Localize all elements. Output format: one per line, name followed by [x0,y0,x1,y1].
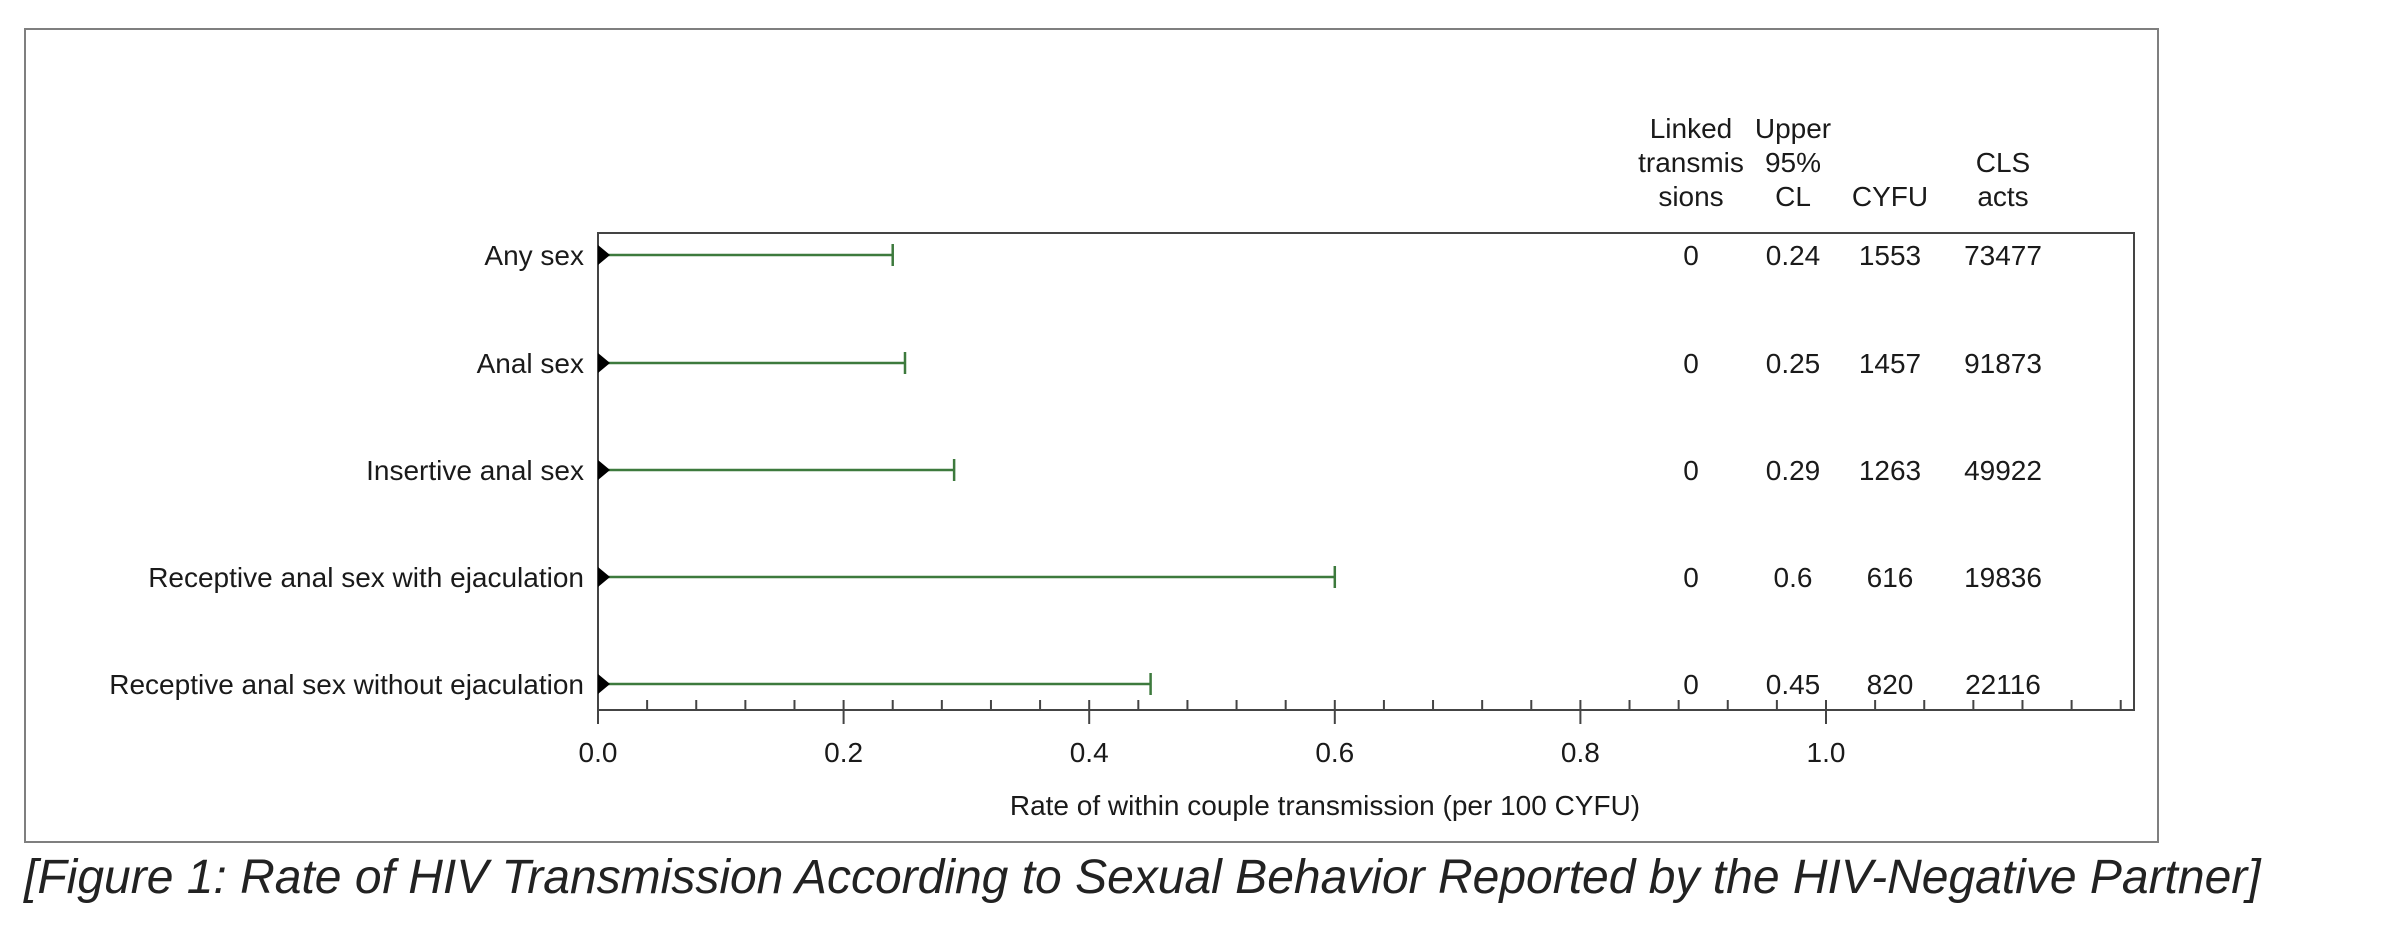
point-estimate-marker [598,353,610,373]
point-estimate-marker [598,460,610,480]
cell-upper-95-cl: 0.25 [1766,348,1821,379]
row-label: Any sex [484,240,584,271]
cell-cls-acts: 49922 [1964,455,2042,486]
table-header-cls: acts [1977,181,2028,212]
cell-upper-95-cl: 0.6 [1774,562,1813,593]
cell-linked-transmissions: 0 [1683,348,1699,379]
x-tick-label: 1.0 [1807,737,1846,768]
figure-frame [24,28,2159,843]
cell-cls-acts: 22116 [1965,669,2041,700]
cell-cyfu: 820 [1867,669,1914,700]
row-label: Receptive anal sex without ejaculation [109,669,584,700]
table-header-upper: Upper [1755,113,1831,144]
cell-cyfu: 1457 [1859,348,1921,379]
x-axis-label: Rate of within couple transmission (per … [1010,790,1640,821]
cell-cyfu: 1263 [1859,455,1921,486]
x-tick-label: 0.6 [1315,737,1354,768]
row-label: Anal sex [477,348,584,379]
x-tick-label: 0.4 [1070,737,1109,768]
cell-cls-acts: 91873 [1964,348,2042,379]
cell-upper-95-cl: 0.45 [1766,669,1821,700]
table-header-linked: Linked [1650,113,1733,144]
x-tick-label: 0.0 [579,737,618,768]
table-header-linked: sions [1658,181,1723,212]
x-tick-label: 0.8 [1561,737,1600,768]
cell-upper-95-cl: 0.29 [1766,455,1821,486]
cell-linked-transmissions: 0 [1683,455,1699,486]
cell-linked-transmissions: 0 [1683,669,1699,700]
cell-linked-transmissions: 0 [1683,240,1699,271]
table-header-upper: CL [1775,181,1811,212]
x-tick-label: 0.2 [824,737,863,768]
cell-cls-acts: 73477 [1964,240,2042,271]
cell-cls-acts: 19836 [1964,562,2042,593]
table-header-linked: transmis [1638,147,1744,178]
cell-cyfu: 1553 [1859,240,1921,271]
point-estimate-marker [598,674,610,694]
figure-caption: [Figure 1: Rate of HIV Transmission Acco… [24,851,2261,904]
row-label: Receptive anal sex with ejaculation [148,562,584,593]
row-label: Insertive anal sex [366,455,584,486]
table-header-upper: 95% [1765,147,1821,178]
point-estimate-marker [598,245,610,265]
table-header-cyfu: CYFU [1852,181,1928,212]
table-header-cls: CLS [1976,147,2030,178]
cell-cyfu: 616 [1867,562,1914,593]
point-estimate-marker [598,567,610,587]
cell-linked-transmissions: 0 [1683,562,1699,593]
cell-upper-95-cl: 0.24 [1766,240,1821,271]
